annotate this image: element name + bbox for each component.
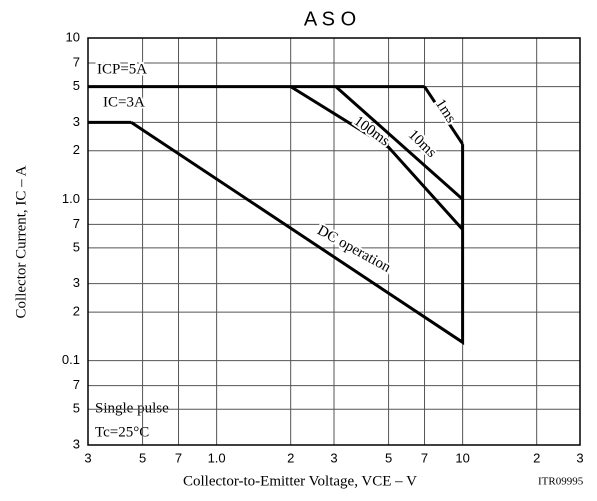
y-tick-label: 5: [73, 239, 80, 254]
y-tick-label: 7: [73, 216, 80, 231]
series-line: [289, 85, 464, 231]
x-tick-label: 3: [576, 450, 583, 465]
series-label: 10ms: [405, 127, 440, 161]
x-tick-label: 5: [139, 450, 146, 465]
y-tick-label: 3: [73, 436, 80, 451]
y-tick-label: 1.0: [62, 191, 80, 206]
figure-code: ITR09995: [538, 476, 584, 488]
y-tick-label: 7: [73, 377, 80, 392]
y-tick-label: 3: [73, 114, 80, 129]
series-line: [334, 85, 464, 201]
y-tick-label: 2: [73, 304, 80, 319]
y-tick-label: 0.1: [62, 352, 80, 367]
x-tick-label: 2: [533, 450, 540, 465]
series-label: IC=3A: [103, 94, 145, 110]
chart-title: A S O: [304, 8, 356, 30]
series-line: [130, 121, 465, 346]
x-tick-label: 3: [84, 450, 91, 465]
x-tick-label: 7: [175, 450, 182, 465]
x-tick-label: 7: [421, 450, 428, 465]
x-tick-label: 2: [287, 450, 294, 465]
x-tick-label: 3: [330, 450, 337, 465]
annotation: Single pulse: [95, 400, 169, 416]
y-tick-label: 2: [73, 142, 80, 157]
annotation: Tc=25°C: [95, 424, 149, 440]
x-tick-label: 10: [455, 450, 469, 465]
y-tick-label: 3: [73, 275, 80, 290]
y-tick-label: 5: [73, 78, 80, 93]
y-tick-label: 10: [66, 29, 80, 44]
x-axis-label: Collector-to-Emitter Voltage, VCE – V: [183, 473, 417, 489]
series-label: DC operation: [314, 223, 393, 277]
x-tick-label: 1.0: [208, 450, 226, 465]
plot-frame: [87, 37, 581, 446]
y-tick-label: 5: [73, 401, 80, 416]
y-axis-label: Collector Current, IC – A: [13, 165, 29, 318]
series-line: [423, 85, 464, 145]
x-tick-label: 5: [385, 450, 392, 465]
series-label: 1ms: [432, 96, 459, 126]
y-tick-label: 7: [73, 54, 80, 69]
series-label: ICP=5A: [97, 61, 147, 77]
